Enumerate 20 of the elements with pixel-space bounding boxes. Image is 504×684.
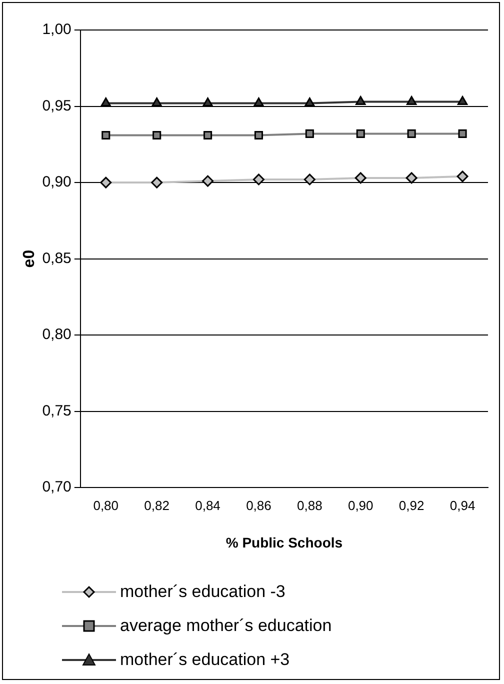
x-tick-label: 0,82 bbox=[144, 498, 170, 513]
x-tick-label: 0,90 bbox=[348, 498, 374, 513]
x-tick-label: 0,88 bbox=[297, 498, 322, 513]
y-tick-label: 0,85 bbox=[42, 250, 72, 267]
y-tick-label: 0,70 bbox=[42, 478, 72, 496]
y-tick-label: 1,00 bbox=[42, 21, 72, 38]
x-tick-label: 0,86 bbox=[246, 498, 272, 513]
y-tick-label: 0,90 bbox=[42, 174, 72, 191]
legend-label: average mother´s education bbox=[120, 616, 332, 636]
legend-label: mother´s education +3 bbox=[120, 650, 290, 670]
y-axis-title: e0 bbox=[21, 250, 38, 268]
x-tick-label: 0,80 bbox=[93, 498, 119, 513]
y-tick-label: 0,75 bbox=[42, 402, 72, 420]
y-tick-label: 0,80 bbox=[42, 326, 72, 344]
y-tick-label: 0,95 bbox=[42, 97, 72, 114]
x-axis-title: % Public Schools bbox=[226, 534, 343, 550]
x-tick-label: 0,94 bbox=[450, 498, 476, 513]
x-tick-label: 0,84 bbox=[195, 498, 220, 513]
legend-label: mother´s education -3 bbox=[120, 582, 286, 602]
x-tick-label: 0,92 bbox=[398, 498, 424, 513]
